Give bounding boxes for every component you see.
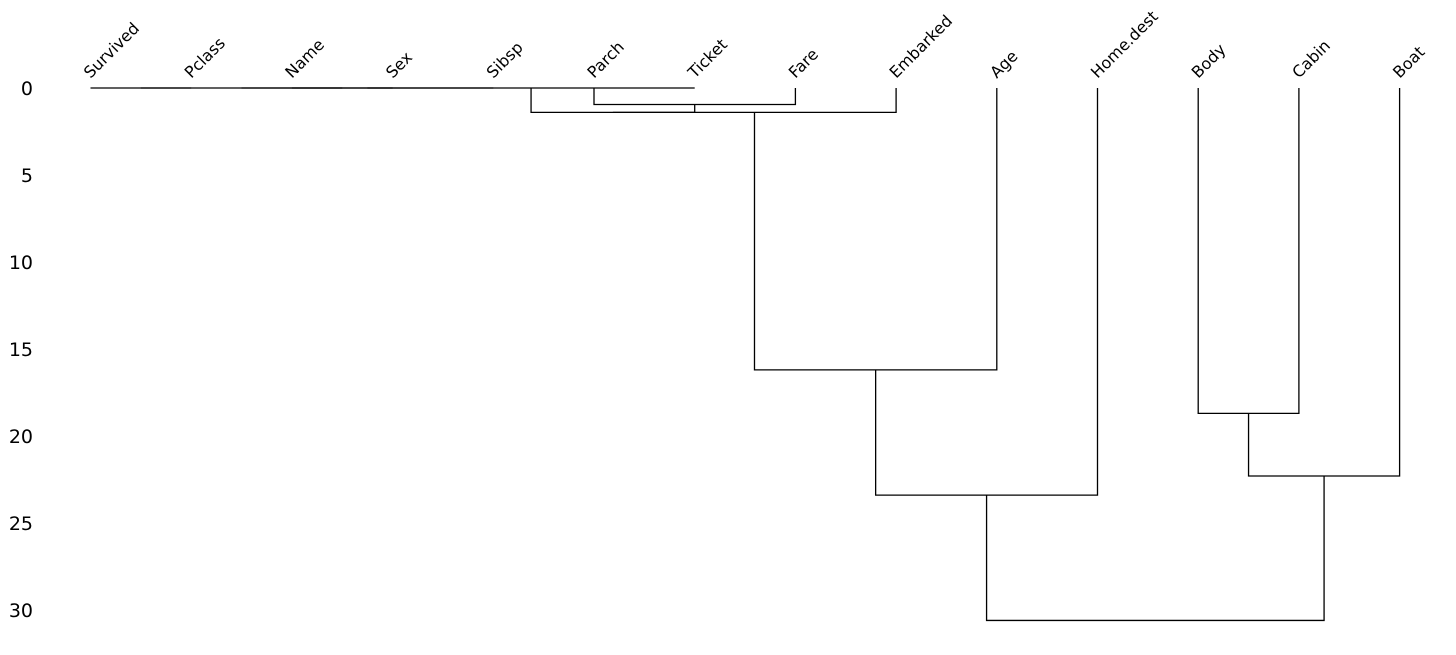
y-tick-label: 10 [9,252,33,274]
leaf-label-sibsp: Sibsp [483,38,527,82]
dendrogram-link [874,88,1099,496]
y-tick-label: 5 [21,165,33,187]
y-tick-label: 30 [9,600,33,622]
y-tick-label: 20 [9,426,33,448]
dendrogram-link [593,88,797,106]
y-axis-ticks: 0 5 10 15 20 25 30 [9,78,33,622]
leaf-label-cabin: Cabin [1288,36,1334,82]
y-tick-label: 15 [9,339,33,361]
y-tick-label: 25 [9,513,33,535]
leaf-label-fare: Fare [785,45,822,82]
leaf-labels: Survived Pclass Name Sex Sibsp Parch Ticket Far… [80,7,1429,83]
leaf-label-body: Body [1188,40,1230,82]
dendrogram-link [1197,88,1300,415]
dendrogram-links [90,87,1401,622]
leaf-label-parch: Parch [583,37,627,81]
dendrogram-link [753,88,998,371]
leaf-label-sex: Sex [382,48,416,82]
y-tick-label: 0 [21,78,33,100]
leaf-label-boat: Boat [1389,42,1428,81]
leaf-label-home-dest: Home.dest [1087,7,1162,82]
leaf-label-age: Age [986,47,1021,82]
leaf-label-embarked: Embarked [885,11,956,82]
leaf-label-ticket: Ticket [683,35,731,83]
dendrogram-link [1247,88,1401,477]
leaf-label-name: Name [281,35,328,82]
dendrogram-link [530,88,696,114]
leaf-label-pclass: Pclass [181,33,229,81]
dendrogram-link [985,476,1325,622]
leaf-label-survived: Survived [80,19,143,82]
dendrogram-link [612,88,897,114]
